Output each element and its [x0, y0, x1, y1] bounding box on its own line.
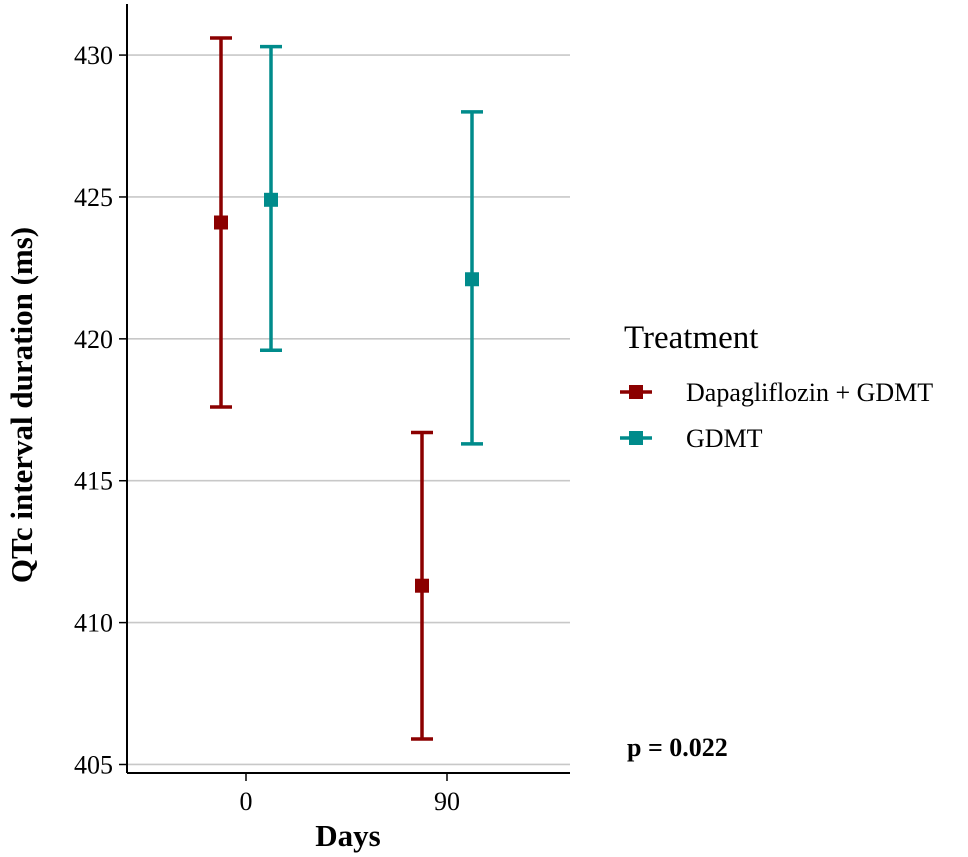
- mean-point: [214, 215, 228, 230]
- x-ticks: 0 90: [240, 773, 460, 816]
- y-tick-label: 405: [74, 750, 113, 779]
- legend-items: Dapagliflozin + GDMT GDMT: [620, 378, 933, 453]
- y-tick-label: 430: [74, 41, 113, 70]
- legend-title: Treatment: [624, 320, 758, 356]
- mean-point: [264, 192, 278, 207]
- series-marks: [210, 36, 483, 741]
- mean-point: [415, 578, 429, 593]
- y-tick-label: 415: [74, 467, 113, 496]
- y-axis-title: QTc interval duration (ms): [4, 227, 39, 583]
- legend-label: Dapagliflozin + GDMT: [686, 378, 933, 407]
- x-tick-label: 90: [434, 787, 460, 816]
- y-tick-label: 425: [74, 183, 113, 212]
- series-gdmt: [260, 44, 483, 446]
- legend-key-marker: [629, 431, 643, 445]
- legend: Treatment Dapagliflozin + GDMT GDMT: [620, 320, 933, 453]
- y-ticks: 405 410 415 420 425 430: [74, 41, 127, 779]
- grid-lines: [127, 54, 570, 766]
- legend-label: GDMT: [686, 424, 763, 453]
- axes: [126, 4, 570, 774]
- y-tick-label: 420: [74, 325, 113, 354]
- y-tick-label: 410: [74, 609, 113, 638]
- x-axis-title: Days: [315, 818, 380, 853]
- x-tick-label: 0: [240, 787, 253, 816]
- legend-key-marker: [629, 385, 643, 399]
- mean-point: [465, 272, 479, 287]
- p-value-annotation: p = 0.022: [627, 733, 728, 762]
- series-dapagliflozin-gdmt: [210, 36, 433, 741]
